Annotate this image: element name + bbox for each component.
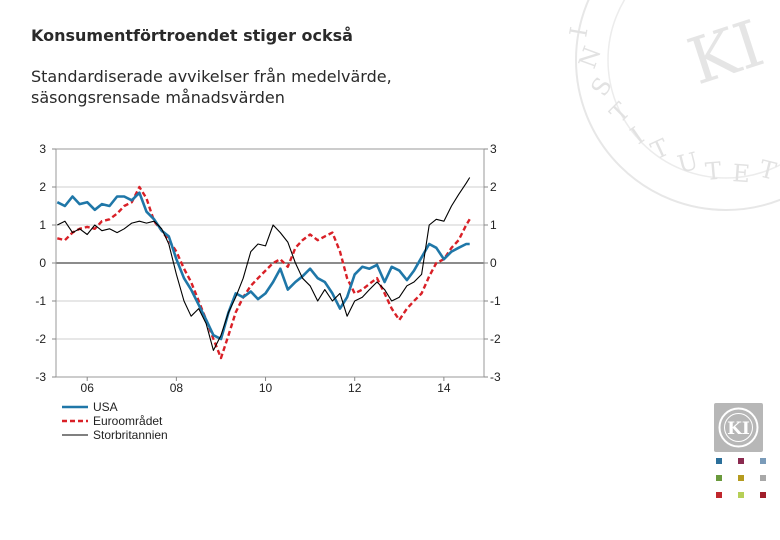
axis-ticks: 3 32 21 10 0-1 -1-2 -2-3 -306 08 10 12 14 [35, 142, 501, 395]
watermark-outer-ring [575, 0, 780, 211]
y-tick-label-left: -1 [35, 294, 46, 308]
y-tick-label-left: 3 [39, 142, 46, 156]
color-swatch [716, 458, 722, 464]
color-swatch-grid [716, 458, 766, 500]
svg-text:E: E [732, 159, 751, 188]
color-swatch [760, 475, 766, 481]
x-tick-label: 08 [170, 381, 184, 395]
color-swatch [760, 458, 766, 464]
chart-subtitle: Standardiserade avvikelser från medelvär… [31, 66, 501, 108]
y-tick-label-left: 2 [39, 180, 46, 194]
subtitle-line-1: Standardiserade avvikelser från medelvär… [31, 67, 392, 86]
y-tick-label-right: 1 [490, 218, 497, 232]
legend-label: Euroområdet [93, 414, 163, 428]
y-tick-label-left: -3 [35, 370, 46, 384]
legend-label: USA [93, 400, 118, 414]
ki-logo-seal-graphic: KI [718, 407, 759, 448]
color-swatch [716, 475, 722, 481]
logo-monogram: KI [727, 419, 750, 439]
y-tick-label-left: 1 [39, 218, 46, 232]
color-swatch [738, 458, 744, 464]
svg-text:T: T [704, 157, 722, 186]
series-line-0 [56, 191, 470, 341]
ki-logo: KI [714, 403, 763, 452]
y-tick-label-right: 2 [490, 180, 497, 194]
y-tick-label-left: -2 [35, 332, 46, 346]
watermark-seal-graphic: I N S T I T U T E T KI [566, 0, 780, 211]
series-line-1 [57, 185, 471, 360]
chart-title: Konsumentförtroendet stiger också [31, 26, 353, 45]
color-swatch [738, 475, 744, 481]
color-swatch [716, 492, 722, 498]
subtitle-line-2: säsongsrensade månadsvärden [31, 88, 285, 107]
x-tick-label: 06 [81, 381, 95, 395]
y-tick-label-right: 0 [490, 256, 497, 270]
y-tick-label-right: -2 [490, 332, 501, 346]
y-tick-label-right: -3 [490, 370, 501, 384]
x-tick-label: 12 [348, 381, 362, 395]
grid-lines [56, 186, 484, 340]
series-line-2 [57, 177, 471, 351]
x-tick-label: 14 [437, 381, 451, 395]
y-tick-label-right: -1 [490, 294, 501, 308]
legend-label: Storbritannien [93, 428, 168, 442]
color-swatch [738, 492, 744, 498]
series-lines [56, 177, 471, 360]
y-tick-label-left: 0 [39, 256, 46, 270]
y-tick-label-right: 3 [490, 142, 497, 156]
color-swatch [760, 492, 766, 498]
x-tick-label: 10 [259, 381, 273, 395]
svg-text:T: T [757, 155, 779, 186]
watermark-inner-ring [607, 0, 780, 179]
